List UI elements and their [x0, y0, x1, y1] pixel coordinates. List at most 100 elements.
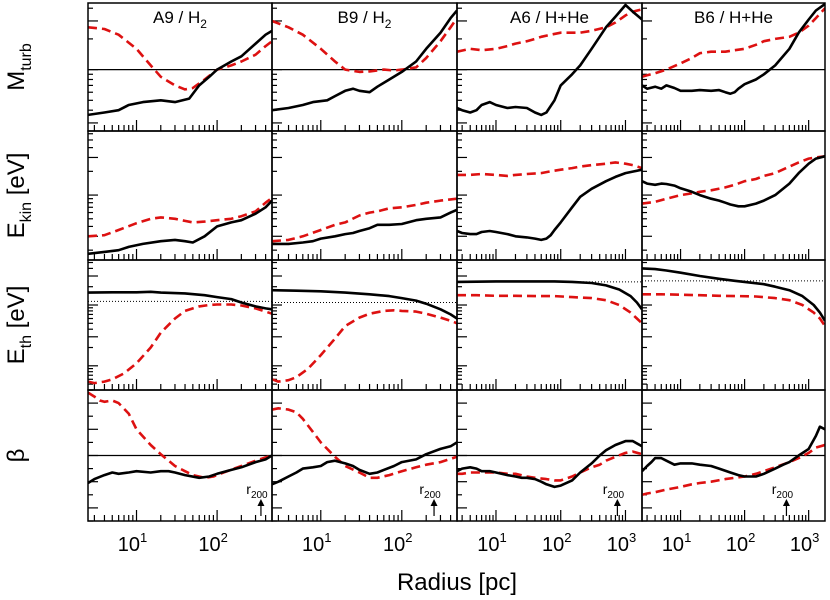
panel-frame	[456, 259, 643, 391]
series-line-solid-black	[88, 290, 272, 311]
x-tick-label-base: 10	[607, 534, 629, 556]
panel-title: A9 / H2	[153, 8, 207, 31]
x-tick-label-base: 10	[383, 534, 405, 556]
panel-frame	[87, 259, 273, 391]
series-line-solid-black	[457, 280, 642, 311]
series-line-solid-black	[272, 441, 457, 486]
r200-label-subscript: 200	[607, 490, 624, 501]
series-line-solid-black	[272, 288, 457, 320]
panel-title-text: A9 / H	[153, 8, 200, 27]
series-line-solid-black	[642, 425, 825, 478]
y-axis-label-subscript: turb	[18, 43, 35, 71]
x-tick-label: 103	[790, 530, 819, 556]
x-tick-label-exponent: 1	[499, 530, 506, 545]
panel-title-subscript: 2	[200, 17, 207, 31]
series-line-dashed-red	[88, 303, 272, 385]
y-axis-label: Mturb	[3, 43, 35, 91]
series-line-dashed-red	[457, 161, 642, 178]
x-tick-label-exponent: 2	[221, 530, 228, 545]
x-tick-label-base: 10	[477, 534, 499, 556]
x-tick-label-base: 10	[118, 534, 140, 556]
r200-label-text: r	[419, 481, 424, 497]
series-line-solid-black	[457, 168, 642, 242]
r200-arrow-head	[430, 499, 438, 506]
panel-frame	[641, 130, 826, 261]
x-tick-label: 101	[477, 530, 506, 556]
y-axis-label-unit: [eV]	[3, 153, 30, 202]
r200-label-subscript: 200	[251, 490, 268, 501]
series-line-solid-black	[88, 29, 272, 117]
panel-title-text: B9 / H	[338, 8, 385, 27]
r200-arrow-head	[782, 499, 790, 506]
x-tick-label-base: 10	[662, 534, 684, 556]
x-tick-label-exponent: 1	[140, 530, 147, 545]
panel-frame	[641, 389, 826, 522]
r200-label-subscript: 200	[424, 490, 441, 501]
r200-arrow-head	[257, 499, 265, 506]
series-line-dashed-red	[457, 8, 642, 53]
series-line-dashed-red	[272, 197, 457, 243]
series-line-dashed-red	[457, 293, 642, 325]
series-line-solid-black	[88, 199, 272, 256]
series-line-dashed-red	[88, 26, 272, 91]
y-axis-label-main: M	[3, 71, 30, 91]
x-tick-label-exponent: 3	[629, 530, 636, 545]
x-tick-label-exponent: 1	[324, 530, 331, 545]
x-tick-label: 101	[662, 530, 691, 556]
series-line-dashed-red	[642, 292, 825, 327]
x-tick-label-base: 10	[726, 534, 748, 556]
x-tick-label: 103	[607, 530, 636, 556]
x-tick-label: 102	[198, 530, 227, 556]
panel-frame	[271, 259, 458, 391]
x-tick-label-base: 10	[542, 534, 564, 556]
series-line-solid-black	[272, 208, 457, 246]
r200-label-text: r	[772, 481, 777, 497]
r200-label: r200	[603, 481, 625, 501]
x-tick-label-base: 10	[198, 534, 220, 556]
panel-frame	[271, 130, 458, 261]
series-line-solid-black	[457, 3, 642, 117]
series-line-dashed-red	[642, 155, 825, 205]
x-tick-label-base: 10	[790, 534, 812, 556]
r200-label: r200	[246, 481, 268, 501]
y-axis-label-subscript: th	[18, 335, 35, 348]
series-line-dashed-red	[88, 196, 272, 238]
series-line-solid-black	[642, 3, 825, 95]
panel-title: B9 / H2	[338, 8, 392, 31]
panel-title: B6 / H+He	[694, 8, 773, 27]
x-tick-label: 101	[118, 530, 147, 556]
panel-frame	[456, 130, 643, 261]
series-line-dashed-red	[272, 406, 457, 480]
panel-title-text: A6 / H+He	[510, 8, 589, 27]
x-tick-label: 102	[542, 530, 571, 556]
series-line-dashed-red	[642, 443, 825, 497]
y-axis-label-unit: [eV]	[3, 286, 30, 335]
x-tick-label-exponent: 2	[748, 530, 755, 545]
y-axis-label: Eth [eV]	[3, 286, 35, 365]
panel-title-text: B6 / H+He	[694, 8, 773, 27]
r200-label-text: r	[603, 481, 608, 497]
y-axis-label-main: β	[3, 449, 30, 463]
series-line-solid-black	[642, 155, 825, 208]
r200-label: r200	[772, 481, 794, 501]
x-tick-label: 102	[383, 530, 412, 556]
r200-arrow-head	[613, 499, 621, 506]
y-axis-label: β	[3, 449, 30, 463]
x-tick-label-exponent: 1	[684, 530, 691, 545]
panel-title: A6 / H+He	[510, 8, 589, 27]
r200-label: r200	[419, 481, 441, 501]
series-line-dashed-red	[272, 308, 457, 383]
r200-label-text: r	[246, 481, 251, 497]
series-line-solid-black	[88, 454, 272, 485]
series-line-dashed-red	[457, 450, 642, 482]
x-tick-label-base: 10	[302, 534, 324, 556]
x-axis-label: Radius [pc]	[397, 569, 517, 596]
x-tick-label: 101	[302, 530, 331, 556]
y-axis-label-main: E	[3, 348, 30, 364]
x-tick-label-exponent: 2	[405, 530, 412, 545]
series-line-solid-black	[272, 9, 457, 112]
x-tick-label-exponent: 3	[812, 530, 819, 545]
r200-label-subscript: 200	[776, 490, 793, 501]
y-axis-label: Ekin [eV]	[3, 153, 35, 239]
